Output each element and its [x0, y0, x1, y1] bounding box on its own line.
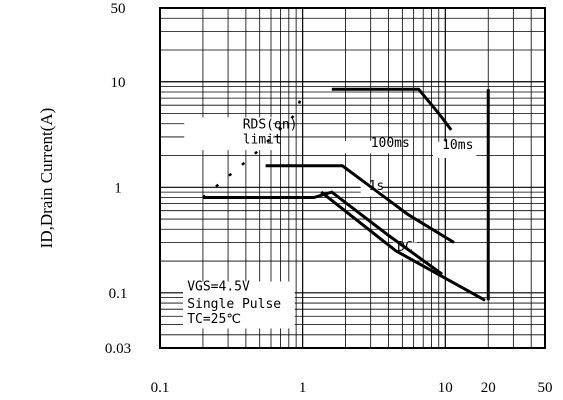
curve-dc: [320, 190, 486, 302]
x-tick-label: 50: [538, 380, 553, 396]
conditions-box: [183, 281, 295, 329]
curves: [202, 87, 490, 302]
rds-label-box: [184, 117, 274, 151]
1s-label-box: [360, 183, 383, 197]
annotation-label: TC=25℃: [187, 312, 241, 327]
annotation-label: Single Pulse: [187, 297, 281, 312]
dc-label-box: [393, 242, 417, 259]
y-tick-label: 50: [111, 1, 126, 17]
y-tick-labels: 50 10 1 0.1 0.03: [105, 1, 131, 357]
annotation-boxes: [183, 117, 477, 329]
annotations: RDS(on)limit 100ms 10ms 1s DC VGS=4.5V Single …: [187, 118, 473, 327]
annotation-label: 10ms: [442, 138, 473, 153]
curve-100ms: [265, 164, 455, 244]
x-tick-label: 10: [438, 380, 453, 396]
y-tick-label: 10: [111, 75, 126, 91]
x-tick-labels: 0.1 1 10 20 50: [151, 380, 553, 396]
annotation-label: DC: [397, 240, 413, 255]
curve-rds-on-limit: [202, 91, 304, 199]
x-tick-label: 0.1: [151, 380, 170, 396]
y-tick-label: 1: [114, 180, 122, 196]
annotation-label: limit: [243, 133, 282, 148]
10ms-label-box: [432, 141, 477, 158]
x-tick-label: 20: [481, 380, 496, 396]
y-tick-label: 0.1: [109, 286, 128, 302]
annotation-label: VGS=4.5V: [187, 280, 250, 295]
annotation-label: RDS(on): [243, 118, 298, 133]
annotation-label: 1s: [369, 179, 385, 194]
y-axis-label: ID,Drain Current(A): [37, 108, 56, 249]
curve-10ms: [331, 87, 453, 131]
plot-frame: [159, 7, 546, 349]
annotation-label: 100ms: [371, 136, 410, 151]
x-tick-label: 1: [299, 380, 307, 396]
y-tick-label: 0.03: [105, 341, 131, 357]
curve-1s: [202, 190, 443, 276]
100ms-label-box: [340, 140, 394, 154]
